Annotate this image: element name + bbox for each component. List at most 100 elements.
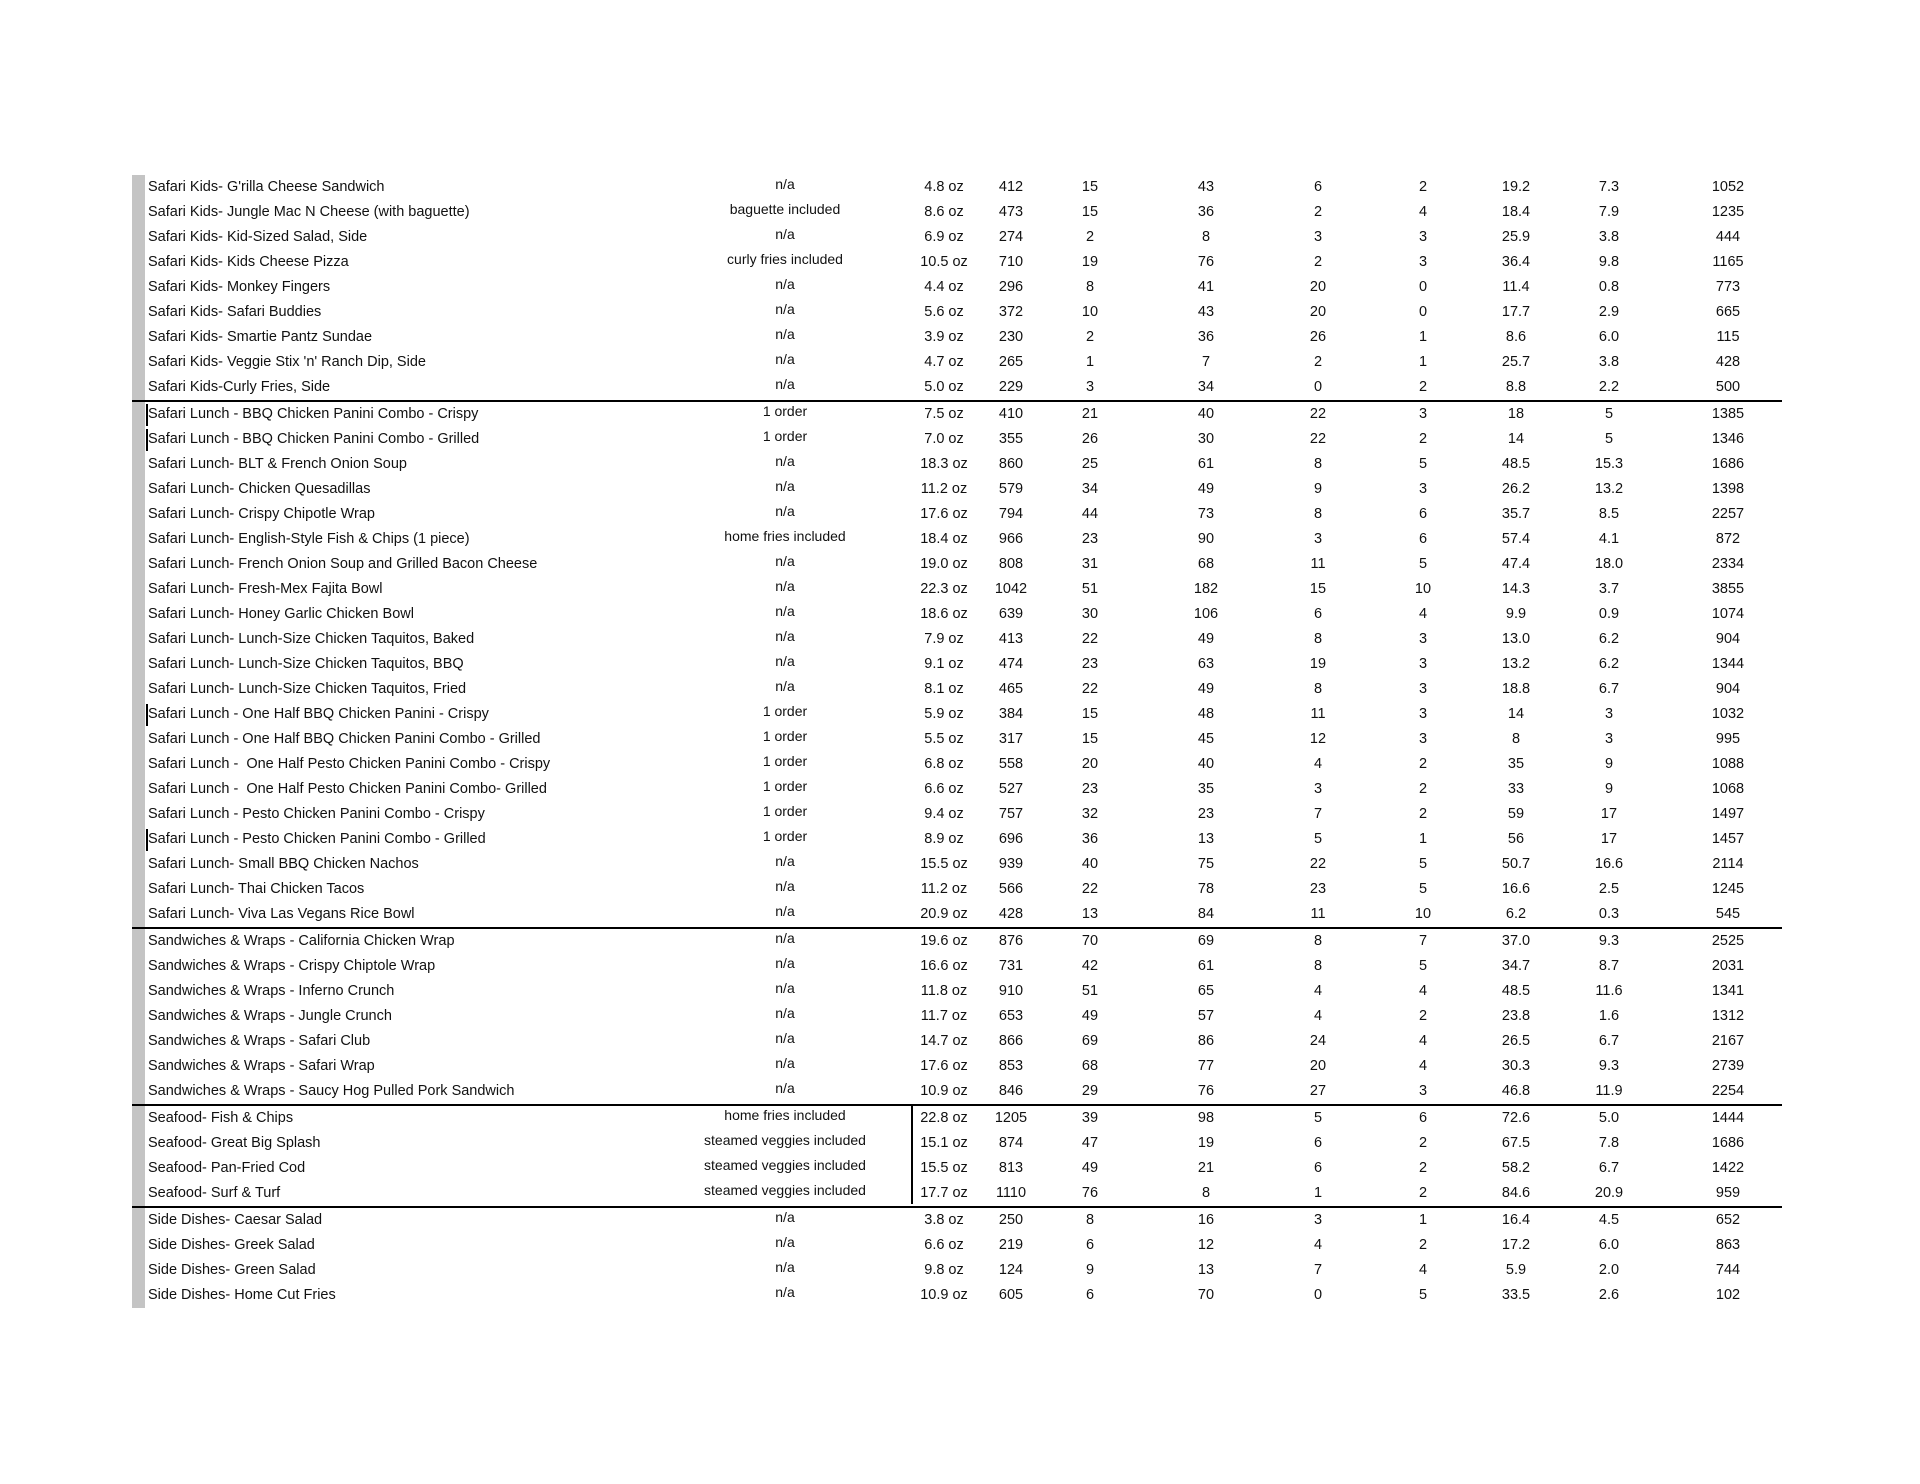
cell-col-8: 2 [1418, 379, 1428, 395]
cell-col-5: 31 [1081, 556, 1099, 572]
cell-col-7: 0 [1313, 1287, 1323, 1303]
cell-col-7: 5 [1313, 831, 1323, 847]
cell-calories: 274 [998, 229, 1024, 245]
cell-col-10: 6.0 [1598, 329, 1620, 345]
cell-col-10: 6.7 [1598, 1160, 1620, 1176]
cell-col-9: 9.9 [1505, 606, 1527, 622]
cell-calories: 1042 [994, 581, 1028, 597]
cell-col-10: 5.0 [1598, 1110, 1620, 1126]
cell-side: n/a [775, 1209, 795, 1225]
cell-calories: 473 [998, 204, 1024, 220]
cell-col-7: 2 [1313, 354, 1323, 370]
cell-weight: 5.5 oz [924, 731, 964, 747]
cell-col-10: 5 [1604, 431, 1614, 447]
cell-col-7: 19 [1309, 656, 1327, 672]
cell-col-7: 0 [1313, 379, 1323, 395]
cell-col-6: 70 [1197, 1287, 1215, 1303]
cell-col-8: 5 [1418, 881, 1428, 897]
cell-col-11: 500 [1715, 379, 1741, 395]
cell-calories: 428 [998, 906, 1024, 922]
cell-col-10: 8.5 [1598, 506, 1620, 522]
cell-col-6: 34 [1197, 379, 1215, 395]
table-row: Safari Lunch - One Half Pesto Chicken Pa… [132, 777, 1782, 802]
cell-item-name: Sandwiches & Wraps - Inferno Crunch [148, 983, 395, 999]
cell-col-9: 59 [1507, 806, 1525, 822]
cell-item-name: Safari Lunch- French Onion Soup and Gril… [148, 556, 538, 572]
cell-col-11: 444 [1715, 229, 1741, 245]
cell-col-7: 5 [1313, 1110, 1323, 1126]
cell-col-9: 18 [1507, 406, 1525, 422]
cell-item-name: Safari Kids- Kids Cheese Pizza [148, 254, 349, 270]
cell-col-11: 1344 [1711, 656, 1745, 672]
cell-col-11: 428 [1715, 354, 1741, 370]
cell-calories: 939 [998, 856, 1024, 872]
cell-col-11: 1385 [1711, 406, 1745, 422]
cell-col-10: 7.8 [1598, 1135, 1620, 1151]
cell-weight: 8.6 oz [924, 204, 964, 220]
cell-col-6: 36 [1197, 204, 1215, 220]
cell-calories: 696 [998, 831, 1024, 847]
cell-col-8: 6 [1418, 531, 1428, 547]
table-row: Seafood- Surf & Turf steamed veggies incl… [132, 1181, 1782, 1208]
cell-col-11: 3855 [1711, 581, 1745, 597]
cell-col-6: 43 [1197, 179, 1215, 195]
cell-col-10: 0.9 [1598, 606, 1620, 622]
cell-side: 1 order [762, 828, 808, 844]
cell-col-6: 73 [1197, 506, 1215, 522]
cell-col-9: 30.3 [1501, 1058, 1531, 1074]
cell-col-7: 4 [1313, 1237, 1323, 1253]
cell-col-10: 6.2 [1598, 631, 1620, 647]
cell-weight: 19.0 oz [920, 556, 968, 572]
cell-col-5: 9 [1085, 1262, 1095, 1278]
cell-item-name: Safari Kids- Veggie Stix 'n' Ranch Dip, … [148, 354, 426, 370]
cell-col-10: 20.9 [1594, 1185, 1624, 1201]
cell-col-5: 6 [1085, 1287, 1095, 1303]
cell-calories: 605 [998, 1287, 1024, 1303]
cell-col-7: 4 [1313, 756, 1323, 772]
cell-col-11: 1341 [1711, 983, 1745, 999]
cell-calories: 413 [998, 631, 1024, 647]
cell-col-8: 5 [1418, 1287, 1428, 1303]
cell-item-name: Safari Lunch- Small BBQ Chicken Nachos [148, 856, 419, 872]
cell-weight: 7.0 oz [924, 431, 964, 447]
cell-col-7: 6 [1313, 606, 1323, 622]
cell-weight: 9.1 oz [924, 656, 964, 672]
cell-col-11: 1346 [1711, 431, 1745, 447]
cell-item-name: Side Dishes- Home Cut Fries [148, 1287, 336, 1303]
table-row: Safari Lunch - Pesto Chicken Panini Comb… [132, 802, 1782, 827]
cell-col-6: 98 [1197, 1110, 1215, 1126]
cell-col-11: 1457 [1711, 831, 1745, 847]
cell-col-11: 1088 [1711, 756, 1745, 772]
cell-side: steamed veggies included [704, 1157, 866, 1173]
cell-col-6: 76 [1197, 1083, 1215, 1099]
cell-calories: 910 [998, 983, 1024, 999]
cell-col-7: 15 [1309, 581, 1327, 597]
table-row: Side Dishes- Greek Salad n/a 6.6 oz 219 6 12 4… [132, 1233, 1782, 1258]
cell-col-9: 72.6 [1501, 1110, 1531, 1126]
cell-col-9: 17.7 [1501, 304, 1531, 320]
cell-side: n/a [775, 1030, 795, 1046]
cell-col-6: 36 [1197, 329, 1215, 345]
cell-col-7: 8 [1313, 681, 1323, 697]
cell-col-10: 9.3 [1598, 1058, 1620, 1074]
cell-col-5: 23 [1081, 531, 1099, 547]
row-marker [146, 829, 148, 851]
cell-col-6: 8 [1201, 229, 1211, 245]
cell-col-6: 90 [1197, 531, 1215, 547]
cell-col-8: 3 [1418, 1083, 1428, 1099]
cell-side: steamed veggies included [704, 1132, 866, 1148]
cell-col-10: 6.7 [1598, 1033, 1620, 1049]
cell-col-9: 48.5 [1501, 456, 1531, 472]
cell-side: 1 order [762, 803, 808, 819]
cell-col-6: 48 [1197, 706, 1215, 722]
cell-col-7: 27 [1309, 1083, 1327, 1099]
cell-col-5: 30 [1081, 606, 1099, 622]
cell-col-9: 14 [1507, 706, 1525, 722]
cell-col-9: 17.2 [1501, 1237, 1531, 1253]
cell-col-11: 1052 [1711, 179, 1745, 195]
cell-col-5: 15 [1081, 731, 1099, 747]
cell-col-5: 36 [1081, 831, 1099, 847]
cell-col-9: 18.8 [1501, 681, 1531, 697]
cell-col-10: 4.5 [1598, 1212, 1620, 1228]
cell-calories: 710 [998, 254, 1024, 270]
